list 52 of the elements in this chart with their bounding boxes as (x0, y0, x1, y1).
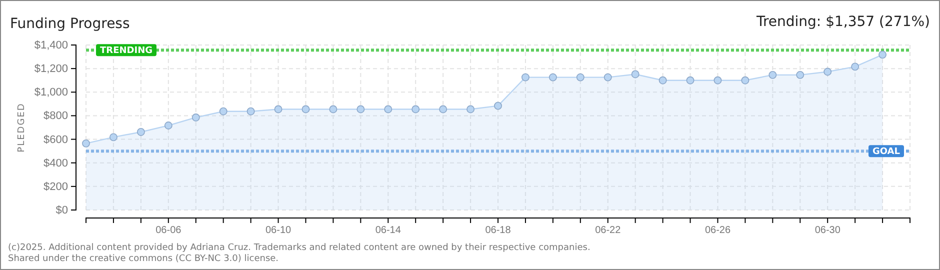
y-tick-label: $1,000 (34, 86, 68, 99)
x-tick-label: 06-30 (814, 225, 841, 236)
ref-line-label: GOAL (872, 147, 900, 158)
point (658, 76, 667, 84)
point (329, 105, 338, 114)
text: (c)2025. Additional content provided by Adriana Cruz. Trademarks and related content are owned by their respective companies. (8, 243, 590, 253)
x-tick-label: 06-22 (595, 225, 622, 236)
point (136, 128, 145, 136)
point (412, 105, 420, 114)
y-tick-label: $0 (56, 204, 68, 217)
point (631, 70, 640, 78)
x-tick-label: 06-14 (375, 225, 402, 236)
point (110, 133, 118, 142)
x-tick-label: 06-26 (704, 225, 731, 236)
point (384, 105, 392, 114)
point (604, 73, 612, 82)
point (851, 62, 860, 71)
y-tick-label: $800 (44, 110, 68, 122)
point (246, 107, 255, 116)
point (439, 105, 448, 114)
point (522, 73, 530, 82)
x-tick-label: 06-18 (485, 225, 512, 236)
point (192, 114, 200, 122)
point (548, 73, 557, 82)
point (824, 68, 832, 76)
point (878, 50, 886, 59)
y-tick-label: $200 (44, 180, 68, 193)
point (741, 76, 750, 84)
y-axis-title: PLEDGED (17, 102, 27, 152)
point (466, 105, 474, 114)
y-tick-label: $600 (44, 134, 68, 146)
point (274, 105, 282, 114)
y-tick-label: $1,400 (34, 40, 68, 52)
x-tick-label: 06-10 (265, 225, 292, 236)
point (796, 70, 804, 79)
point (82, 139, 90, 148)
x-tick-label: 06-06 (156, 225, 182, 236)
point (714, 76, 722, 84)
chart-subtitle: Trending: $1,357 (271%) (755, 14, 930, 30)
point (302, 105, 310, 114)
y-tick-label: $1,200 (34, 63, 68, 76)
chart-title: Funding Progress (10, 16, 130, 32)
point (494, 102, 502, 110)
ref-line-label: TRENDING (100, 46, 152, 56)
point (576, 73, 584, 82)
point (768, 70, 777, 79)
point (219, 107, 228, 116)
point (356, 105, 365, 114)
y-tick-label: $400 (44, 157, 68, 170)
text: Shared under the creative commons (CC BY-NC 3.0) license. (8, 254, 279, 264)
point (686, 76, 694, 84)
point (164, 122, 172, 130)
